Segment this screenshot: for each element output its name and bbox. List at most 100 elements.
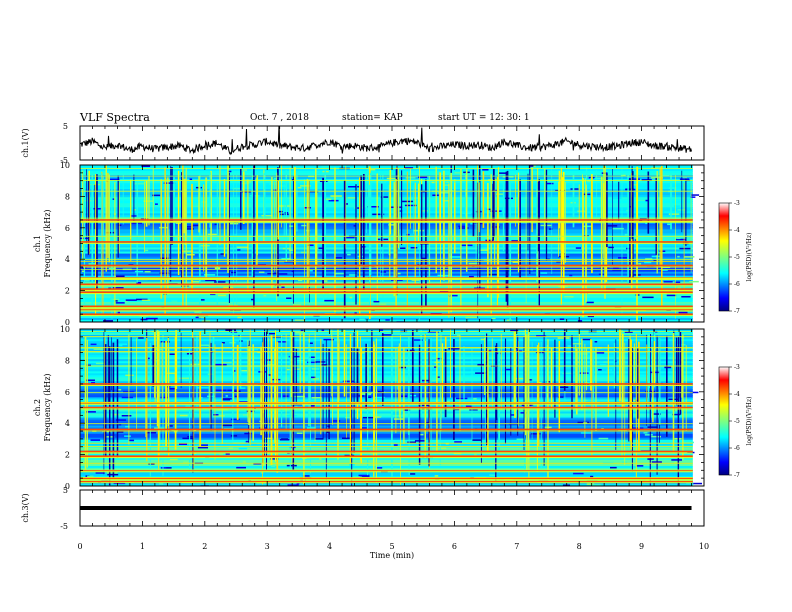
time-xtick: 5 bbox=[389, 542, 394, 551]
ch1-spectrogram-speckle bbox=[190, 205, 200, 208]
ch2-spectrogram-freq-row bbox=[80, 413, 693, 417]
ch1-spectrogram-speckle bbox=[681, 296, 691, 298]
ch1-spectrogram-freq-row bbox=[80, 275, 693, 279]
ch1-spectrogram-speckle bbox=[201, 320, 211, 322]
ch2-spectrogram-colorbar-tick: -3 bbox=[734, 364, 740, 371]
ch1-spectrogram-speckle bbox=[491, 317, 496, 320]
ch2-spectrogram-freq-row bbox=[80, 377, 693, 380]
ch2-spectrogram-freq-row bbox=[80, 335, 693, 338]
ch2-spectrogram-speckle bbox=[86, 364, 91, 367]
ch1-spectrogram-colorbar-tick: -3 bbox=[734, 200, 740, 207]
ch2-spectrogram-speckle bbox=[529, 379, 533, 381]
ch2-spectrogram-speckle bbox=[282, 395, 289, 397]
ch1-spectrogram-speckle bbox=[620, 174, 626, 177]
ch2-spectrogram-freq-row bbox=[80, 453, 693, 457]
ch1-spectrogram-speckle bbox=[642, 296, 654, 299]
ch2-spectrogram-speckle bbox=[581, 338, 592, 341]
ch1-spectrogram-speckle bbox=[347, 253, 351, 256]
ch1-spectrogram-speckle bbox=[666, 294, 677, 297]
ch1-voltage-ytick: -5 bbox=[60, 156, 68, 165]
ch2-spectrogram-speckle bbox=[118, 424, 122, 426]
ch1-spectrogram-speckle bbox=[273, 189, 279, 191]
ch1-spectrogram-colorbar-tick: -6 bbox=[734, 281, 740, 288]
ch2-spectrogram-freq-row bbox=[80, 435, 693, 439]
ch2-spectrogram-speckle bbox=[342, 437, 353, 439]
ch1-spectrogram-speckle bbox=[555, 189, 566, 192]
ch1-spectrogram-speckle bbox=[267, 272, 275, 275]
ch1-spectrogram-speckle bbox=[682, 177, 687, 179]
ch1-spectrogram-speckle bbox=[410, 247, 418, 249]
ch1-spectrogram-speckle bbox=[275, 273, 288, 275]
ch2-spectrogram-speckle bbox=[221, 361, 232, 364]
ch1-spectrogram-speckle bbox=[353, 225, 357, 227]
ch2-spectrogram-speckle bbox=[93, 348, 105, 350]
ch2-spectrogram-speckle bbox=[118, 448, 128, 450]
ch1-spectrogram-speckle bbox=[263, 294, 267, 297]
ch1-spectrogram-speckle bbox=[279, 185, 287, 187]
ch1-spectrogram-speckle bbox=[300, 185, 311, 187]
ch1-spectrogram-speckle bbox=[163, 182, 176, 184]
ch2-spectrogram-speckle bbox=[279, 439, 290, 441]
ch2-spectrogram-speckle bbox=[438, 447, 447, 449]
ch1-spectrogram-speckle bbox=[323, 198, 332, 201]
ch2-spectrogram-speckle bbox=[376, 467, 383, 469]
ch1-spectrogram-speckle bbox=[261, 215, 273, 217]
ch2-spectrogram-speckle bbox=[190, 363, 201, 366]
ch2-spectrogram-speckle bbox=[586, 483, 595, 485]
ch2-spectrogram-speckle bbox=[579, 372, 589, 374]
ch1-spectrogram-speckle bbox=[421, 285, 424, 288]
ch2-spectrogram-speckle bbox=[362, 416, 375, 419]
ch1-spectrogram-speckle bbox=[442, 200, 450, 202]
ch1-spectrogram-speckle bbox=[584, 177, 588, 180]
ch1-spectrogram-freq-row bbox=[80, 285, 693, 289]
ch2-spectrogram-speckle bbox=[686, 483, 694, 485]
start-time-label: start UT = 12: 30: 1 bbox=[438, 113, 530, 123]
ch2-spectrogram-speckle bbox=[260, 359, 264, 361]
ch1-spectrogram-freq-row bbox=[80, 225, 693, 228]
ch2-spectrogram-speckle bbox=[373, 396, 385, 399]
ch1-spectrogram-freq-row bbox=[80, 187, 693, 190]
ch2-spectrogram-freq-row bbox=[80, 331, 693, 334]
ch2-spectrogram-speckle bbox=[323, 338, 334, 341]
ch1-spectrogram-freq-row bbox=[80, 239, 693, 243]
ch2-spectrogram-speckle bbox=[87, 475, 94, 478]
ch1-spectrogram-speckle bbox=[512, 261, 522, 263]
ch1-spectrogram-speckle bbox=[612, 197, 622, 199]
ch2-spectrogram-speckle bbox=[219, 453, 223, 455]
ch2-spectrogram-speckle bbox=[392, 413, 403, 415]
ch1-spectrogram-speckle bbox=[668, 187, 677, 189]
ch2-spectrogram-speckle bbox=[222, 398, 232, 400]
ch2-spectrogram-speckle bbox=[572, 343, 582, 345]
ch1-spectrogram-speckle bbox=[308, 270, 313, 272]
ch2-spectrogram-speckle bbox=[169, 353, 177, 355]
ch2-spectrogram-speckle bbox=[387, 468, 392, 470]
ch2-spectrogram-ytick: 4 bbox=[65, 419, 70, 428]
ch1-spectrogram-freq-row bbox=[80, 297, 693, 301]
ch1-spectrogram-speckle bbox=[199, 245, 210, 247]
ch1-spectrogram-speckle bbox=[239, 182, 250, 185]
ch2-spectrogram-speckle bbox=[267, 359, 272, 361]
ch1-spectrogram-speckle bbox=[679, 247, 691, 250]
ch1-spectrogram-speckle bbox=[674, 205, 680, 207]
ch2-spectrogram-speckle bbox=[321, 364, 328, 366]
ch1-spectrogram-speckle bbox=[385, 319, 390, 321]
time-xtick: 3 bbox=[265, 542, 270, 551]
ch1-spectrogram-freq-row bbox=[80, 189, 693, 192]
ch1-spectrogram-speckle bbox=[412, 199, 423, 201]
ch1-spectrogram-freq-row bbox=[80, 301, 693, 305]
ch1-spectrogram-speckle bbox=[540, 272, 548, 274]
ch1-spectrogram-speckle bbox=[207, 233, 217, 236]
ch2-spectrogram-speckle bbox=[294, 368, 300, 370]
ch1-spectrogram-speckle bbox=[367, 206, 379, 208]
ch2-spectrogram-freq-row bbox=[80, 417, 693, 421]
ch1-spectrogram-speckle bbox=[125, 300, 128, 302]
ch2-spectrogram-speckle bbox=[418, 404, 430, 407]
ch2-spectrogram-speckle bbox=[671, 459, 682, 461]
ch1-spectrogram-speckle bbox=[482, 169, 489, 171]
ch2-spectrogram-speckle bbox=[125, 425, 130, 428]
ch2-spectrogram-freq-row bbox=[80, 459, 693, 463]
ch1-spectrogram-freq-row bbox=[80, 233, 693, 236]
ch2-spectrogram-freq-row bbox=[80, 443, 693, 447]
ch2-spectrogram-speckle bbox=[91, 382, 95, 384]
ch1-spectrogram-speckle bbox=[387, 304, 396, 306]
